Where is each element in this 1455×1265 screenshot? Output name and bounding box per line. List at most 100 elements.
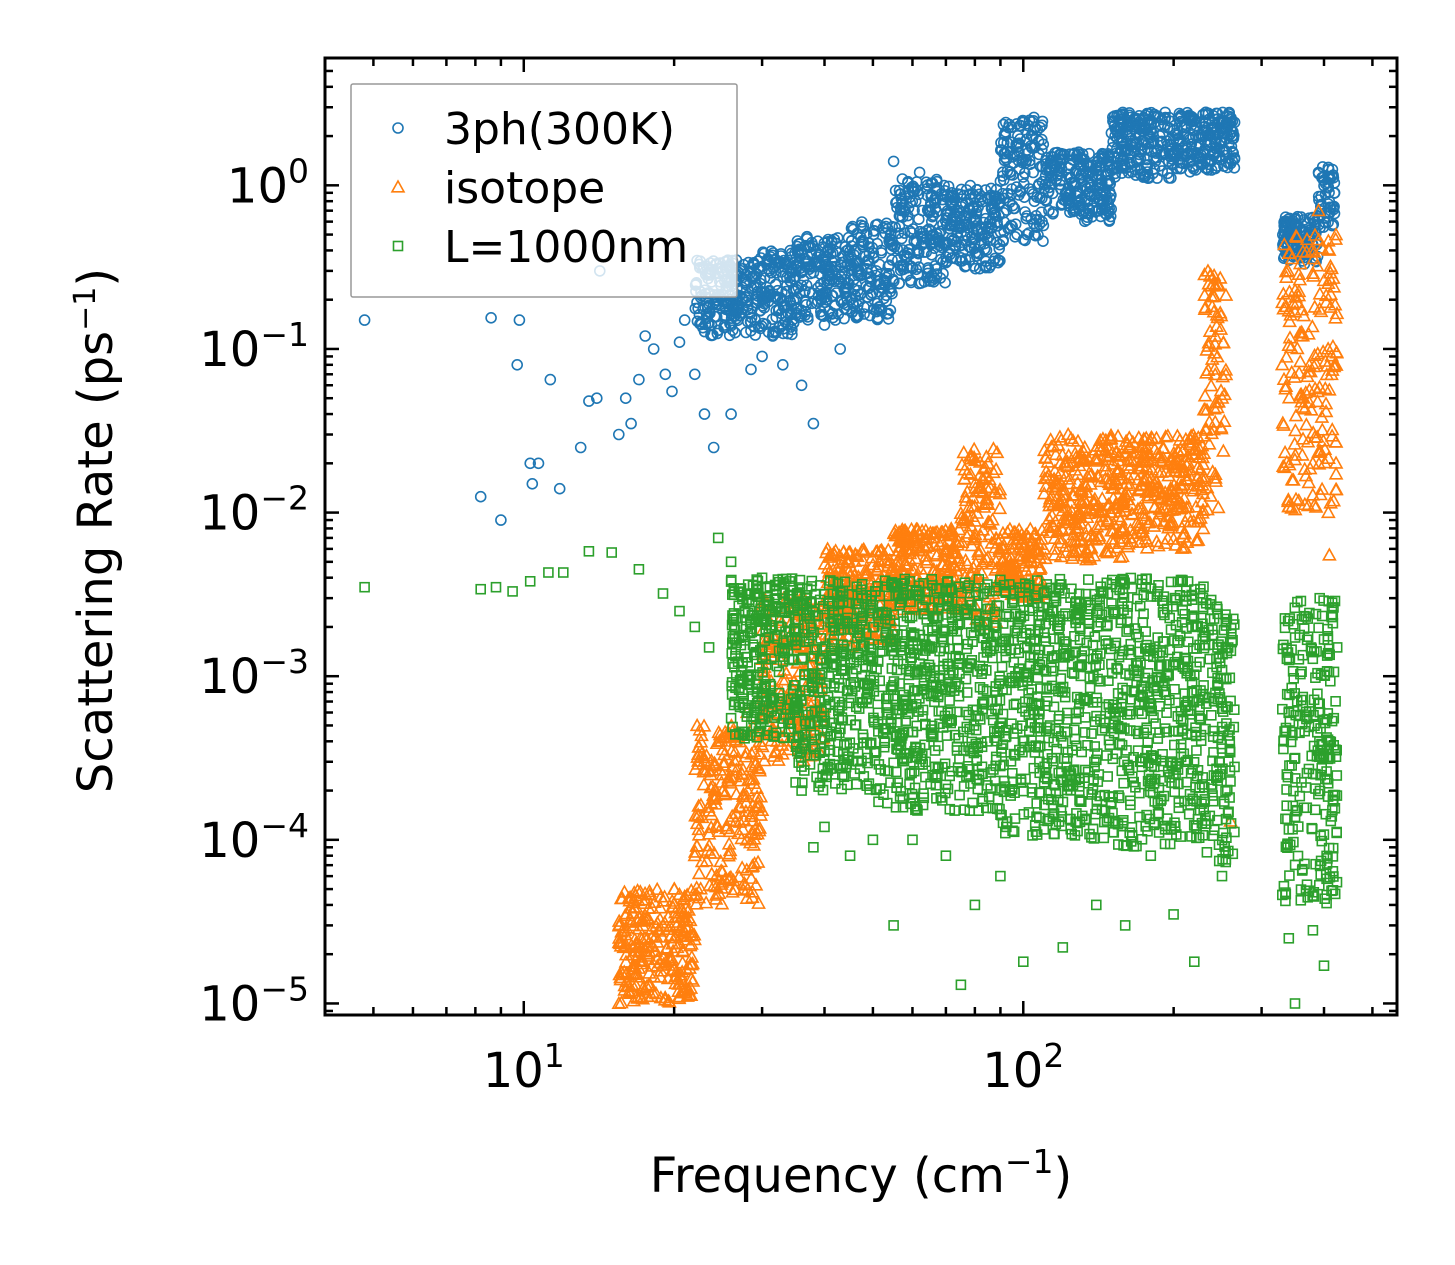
data-point — [983, 516, 998, 530]
data-point — [771, 284, 784, 297]
data-point — [1053, 549, 1069, 563]
data-point — [858, 565, 874, 580]
data-point — [960, 210, 972, 222]
data-point — [1161, 486, 1177, 500]
data-point — [639, 330, 652, 342]
data-point — [1306, 268, 1321, 282]
data-point — [1204, 289, 1219, 303]
data-point — [1288, 228, 1304, 242]
data-point — [1158, 429, 1173, 443]
data-point — [659, 368, 672, 381]
data-point — [1317, 455, 1333, 469]
data-point — [722, 842, 738, 857]
data-point — [795, 264, 808, 277]
data-point — [1202, 164, 1214, 176]
data-point — [678, 314, 691, 326]
data-point — [851, 265, 863, 278]
data-point — [677, 979, 693, 993]
data-point — [766, 313, 779, 326]
data-point — [675, 943, 691, 957]
data-point — [1178, 457, 1194, 471]
data-point — [1287, 447, 1303, 461]
data-point — [1299, 417, 1314, 431]
data-point — [1208, 470, 1223, 484]
data-point — [1213, 421, 1229, 435]
data-point — [910, 236, 923, 249]
data-point — [618, 966, 634, 981]
data-point — [715, 767, 730, 781]
data-point — [1104, 523, 1119, 537]
data-point — [689, 717, 705, 732]
data-point — [1111, 463, 1126, 478]
data-point — [981, 233, 993, 245]
data-point — [1282, 245, 1298, 259]
data-point — [613, 891, 629, 905]
data-point — [1223, 813, 1238, 827]
data-point — [743, 772, 758, 786]
data-point — [691, 866, 707, 880]
data-point — [1314, 481, 1330, 495]
data-point — [857, 220, 870, 232]
data-point — [1114, 467, 1130, 481]
data-point — [966, 441, 982, 455]
data-point — [682, 912, 698, 927]
data-point — [611, 913, 627, 927]
data-point — [485, 311, 497, 324]
data-point — [644, 938, 660, 952]
data-point — [1318, 396, 1334, 410]
data-point — [1126, 467, 1142, 481]
data-point — [915, 277, 928, 289]
data-point — [1079, 495, 1094, 509]
data-point — [806, 297, 818, 310]
data-point — [730, 825, 746, 840]
data-point — [1100, 511, 1116, 525]
data-point — [969, 246, 982, 259]
data-point — [747, 826, 763, 841]
data-point — [1207, 277, 1223, 292]
data-point — [574, 441, 587, 454]
data-point — [1099, 543, 1115, 557]
data-point — [624, 961, 640, 975]
data-point — [1313, 487, 1328, 501]
data-point — [1161, 167, 1174, 180]
data-point — [740, 783, 756, 797]
data-point — [641, 977, 657, 991]
data-point — [1312, 443, 1328, 457]
data-point — [739, 862, 755, 876]
data-point — [722, 729, 738, 743]
data-point — [657, 992, 673, 1006]
data-point — [617, 922, 633, 936]
data-point — [1026, 526, 1042, 541]
data-point — [738, 795, 754, 809]
data-point — [669, 939, 685, 954]
data-point — [1321, 450, 1336, 464]
data-point — [912, 188, 925, 201]
data-point — [1131, 460, 1147, 474]
data-point — [1111, 525, 1126, 540]
data-point — [1212, 128, 1224, 141]
data-point — [898, 249, 910, 261]
data-point — [1100, 471, 1116, 485]
data-point — [618, 939, 633, 953]
data-point — [965, 508, 980, 523]
data-point — [1199, 162, 1212, 174]
data-point — [1076, 148, 1089, 160]
data-point — [1299, 244, 1314, 258]
data-point — [1116, 519, 1131, 533]
data-point — [802, 241, 815, 254]
data-point — [1200, 362, 1216, 376]
data-point — [1293, 328, 1309, 342]
data-point — [1105, 203, 1117, 215]
data-point — [1067, 533, 1083, 547]
data-point — [511, 358, 524, 371]
data-point — [807, 266, 820, 279]
data-point — [1011, 522, 1027, 536]
data-point — [801, 233, 813, 245]
data-point — [1144, 462, 1160, 476]
data-point — [1122, 477, 1137, 491]
data-point — [947, 211, 959, 223]
data-point — [743, 870, 759, 884]
data-point — [1032, 229, 1044, 241]
data-point — [961, 525, 977, 539]
data-point — [1298, 385, 1314, 399]
